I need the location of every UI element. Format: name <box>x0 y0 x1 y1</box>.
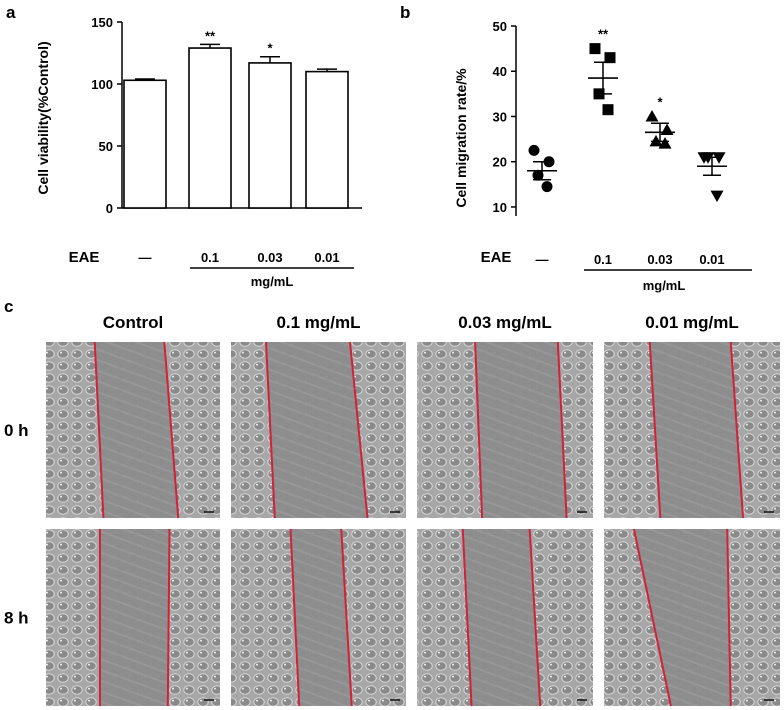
migration-category-label: — <box>536 252 549 267</box>
migration-y-tick-label: 50 <box>493 19 507 34</box>
viability-significance-mark: ** <box>205 28 216 43</box>
migration-y-tick-label: 10 <box>493 200 507 215</box>
scratch-edge-line-left <box>632 528 672 707</box>
migration-point-triangle-up <box>660 123 674 136</box>
scratch-edge-line-left <box>265 341 276 519</box>
viability-y-axis-title: Cell viability(%Control) <box>35 41 51 194</box>
scratch-assay-image-grid: Control 0.1 mg/mL 0.03 mg/mL 0.01 mg/mL 0 h 8… <box>4 313 780 707</box>
scratch-edge-line-left <box>93 341 105 519</box>
viability-y-tick-label: 50 <box>99 139 113 154</box>
micrograph-scratch-gap <box>649 342 744 518</box>
scratch-edge-line-right <box>166 528 171 707</box>
image-row-title: 0 h <box>4 421 29 440</box>
scratch-edge-line-left <box>648 341 662 519</box>
micrograph-scratch-gap <box>462 529 541 706</box>
viability-group-label: EAE <box>69 249 100 266</box>
migration-point-square <box>602 104 614 116</box>
image-row-title: 8 h <box>4 609 29 628</box>
migration-point-triangle-up <box>645 109 659 122</box>
migration-point-triangle-up <box>658 137 672 149</box>
scratch-edge-line-right <box>349 341 369 519</box>
scratch-edge-line-left <box>461 528 473 707</box>
migration-significance-mark: * <box>657 94 663 109</box>
scratch-edge-line-right <box>340 528 353 707</box>
migration-point-circle <box>528 144 540 156</box>
scratch-edge-line-left <box>289 528 301 707</box>
scratch-edge-line-right <box>163 341 180 519</box>
migration-y-axis-title: Cell migration rate/% <box>453 68 469 208</box>
migration-point-square <box>589 43 601 55</box>
migration-category-label: 0.03 <box>647 252 672 267</box>
migration-point-circle <box>541 181 553 193</box>
migration-category-label: 0.01 <box>699 252 724 267</box>
micrograph-scratch-gap <box>94 342 179 518</box>
migration-y-tick-label: 40 <box>493 64 507 79</box>
micrograph-scratch-gap <box>290 529 352 706</box>
panel-label-b: b <box>400 3 410 22</box>
scratch-edge-line-right <box>729 341 745 519</box>
viability-y-tick-label: 0 <box>106 201 113 216</box>
image-column-title: Control <box>103 313 163 332</box>
viability-significance-mark: * <box>267 41 273 56</box>
migration-y-tick-label: 20 <box>493 155 507 170</box>
image-column-title: 0.03 mg/mL <box>458 313 552 332</box>
migration-point-circle <box>532 169 544 181</box>
viability-y-tick-label: 150 <box>91 15 113 30</box>
migration-group-label: EAE <box>481 249 512 266</box>
viability-bar <box>248 62 292 209</box>
viability-y-tick-label: 100 <box>91 77 113 92</box>
viability-unit-label: mg/mL <box>251 274 294 289</box>
scratch-edge-line-right <box>726 528 732 707</box>
migration-unit-label: mg/mL <box>643 278 686 293</box>
micrograph-scratch-gap <box>633 529 731 706</box>
micrograph-scratch-gap <box>266 342 368 518</box>
viability-category-label: 0.01 <box>314 250 339 265</box>
micrograph-scratch-gap <box>475 342 567 518</box>
migration-y-tick-label: 30 <box>493 109 507 124</box>
scratch-edge-line-right <box>528 528 542 707</box>
migration-significance-mark: ** <box>598 27 609 42</box>
migration-scatter-chart: Cell migration rate/% EAE mg/mL 10 20 30 40… <box>453 19 752 293</box>
viability-bar <box>305 70 349 209</box>
viability-category-label: 0.1 <box>201 250 219 265</box>
panel-label-a: a <box>6 3 16 22</box>
micrograph-scratch-gap <box>99 529 170 706</box>
viability-bar <box>188 47 232 209</box>
viability-bar <box>123 79 167 209</box>
viability-category-label: — <box>139 250 152 265</box>
viability-bar-chart: Cell viability(%Control) EAE mg/mL 0 50 10… <box>35 15 362 289</box>
image-column-title: 0.01 mg/mL <box>645 313 739 332</box>
viability-category-label: 0.03 <box>257 250 282 265</box>
panel-label-c: c <box>4 297 13 316</box>
migration-category-label: 0.1 <box>594 252 612 267</box>
migration-point-square <box>604 52 616 64</box>
scratch-edge-line-left <box>474 341 484 519</box>
image-column-title: 0.1 mg/mL <box>276 313 360 332</box>
scratch-edge-line-right <box>556 341 568 519</box>
migration-point-triangle-down <box>710 190 724 203</box>
